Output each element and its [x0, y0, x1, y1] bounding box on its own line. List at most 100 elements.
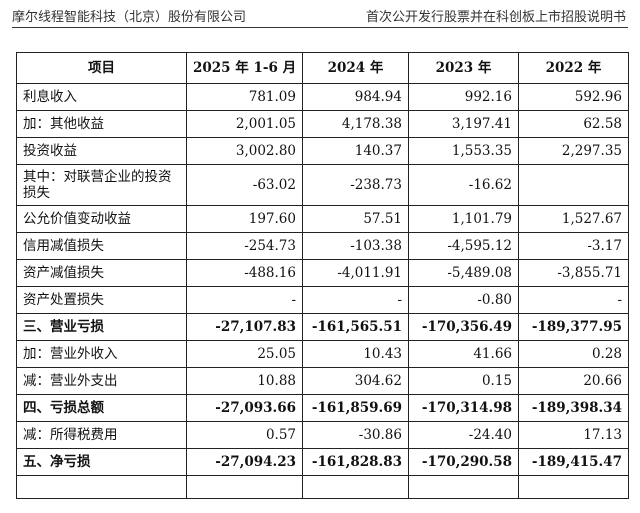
table-row: 公允价值变动收益 197.60 57.51 1,101.79 1,527.67 — [16, 205, 629, 233]
cell-value: -27,107.83 — [186, 313, 303, 341]
cell-value: 20.66 — [518, 367, 629, 395]
table-row-subtotal: 五、净亏损 -27,094.23 -161,828.83 -170,290.58… — [16, 448, 629, 476]
cell-value: -3,855.71 — [518, 259, 629, 287]
cell-value: -4,011.91 — [302, 259, 409, 287]
cell-value: -254.73 — [186, 232, 303, 260]
cell-value — [408, 475, 519, 499]
cell-value: 197.60 — [186, 205, 303, 233]
cell-value: -161,565.51 — [302, 313, 409, 341]
table-row: 利息收入 781.09 984.94 992.16 592.96 — [16, 83, 629, 111]
income-statement-table: 项目 2025 年 1-6 月 2024 年 2023 年 2022 年 利息收… — [16, 52, 629, 499]
column-header-2022: 2022 年 — [518, 52, 629, 84]
table-row: 投资收益 3,002.80 140.37 1,553.35 2,297.35 — [16, 137, 629, 165]
cell-value — [518, 164, 629, 206]
cell-value — [518, 475, 629, 499]
cell-value: -161,828.83 — [302, 448, 409, 476]
cell-value: 25.05 — [186, 340, 303, 368]
cell-value: 1,101.79 — [408, 205, 519, 233]
row-label: 加：营业外收入 — [16, 340, 187, 368]
cell-value — [302, 475, 409, 499]
cell-value: 140.37 — [302, 137, 409, 165]
cell-value: -170,290.58 — [408, 448, 519, 476]
cell-value: -27,094.23 — [186, 448, 303, 476]
row-label: 其中：对联营企业的投资损失 — [16, 164, 187, 206]
cell-value: -24.40 — [408, 421, 519, 449]
cell-value: -161,859.69 — [302, 394, 409, 422]
row-label: 信用减值损失 — [16, 232, 187, 260]
cell-value: 3,002.80 — [186, 137, 303, 165]
cell-value: 41.66 — [408, 340, 519, 368]
company-name: 摩尔线程智能科技（北京）股份有限公司 — [12, 10, 247, 25]
row-label: 加：其他收益 — [16, 110, 187, 138]
table-row: 资产减值损失 -488.16 -4,011.91 -5,489.08 -3,85… — [16, 259, 629, 287]
cell-value: -488.16 — [186, 259, 303, 287]
cell-value: -4,595.12 — [408, 232, 519, 260]
row-label: 三、营业亏损 — [16, 313, 187, 341]
cell-value: 984.94 — [302, 83, 409, 111]
row-label: 四、亏损总额 — [16, 394, 187, 422]
cell-value: -189,415.47 — [518, 448, 629, 476]
cell-value: 3,197.41 — [408, 110, 519, 138]
cell-value: -30.86 — [302, 421, 409, 449]
cell-value: 62.58 — [518, 110, 629, 138]
cell-value: - — [518, 286, 629, 314]
table-row: 资产处置损失 - - -0.80 - — [16, 286, 629, 314]
table-row: 减：营业外支出 10.88 304.62 0.15 20.66 — [16, 367, 629, 395]
table-row: 加：营业外收入 25.05 10.43 41.66 0.28 — [16, 340, 629, 368]
cell-value: 781.09 — [186, 83, 303, 111]
cell-value: 4,178.38 — [302, 110, 409, 138]
cell-value: -27,093.66 — [186, 394, 303, 422]
row-label: 减：所得税费用 — [16, 421, 187, 449]
cell-value: - — [302, 286, 409, 314]
table-row-cut-off — [16, 475, 629, 499]
cell-value: -170,356.49 — [408, 313, 519, 341]
row-label: 五、净亏损 — [16, 448, 187, 476]
cell-value: 57.51 — [302, 205, 409, 233]
cell-value: -103.38 — [302, 232, 409, 260]
table-row: 加：其他收益 2,001.05 4,178.38 3,197.41 62.58 — [16, 110, 629, 138]
cell-value: 304.62 — [302, 367, 409, 395]
cell-value: 0.28 — [518, 340, 629, 368]
cell-value: -238.73 — [302, 164, 409, 206]
cell-value: -3.17 — [518, 232, 629, 260]
cell-value: 0.57 — [186, 421, 303, 449]
row-label: 利息收入 — [16, 83, 187, 111]
cell-value: 0.15 — [408, 367, 519, 395]
column-header-2024: 2024 年 — [302, 52, 409, 84]
column-header-2023: 2023 年 — [408, 52, 519, 84]
row-label-cut-off — [16, 475, 187, 499]
cell-value: -5,489.08 — [408, 259, 519, 287]
table-row: 其中：对联营企业的投资损失 -63.02 -238.73 -16.62 — [16, 164, 629, 206]
table-row: 信用减值损失 -254.73 -103.38 -4,595.12 -3.17 — [16, 232, 629, 260]
cell-value: 992.16 — [408, 83, 519, 111]
cell-value: - — [186, 286, 303, 314]
table-row-subtotal: 三、营业亏损 -27,107.83 -161,565.51 -170,356.4… — [16, 313, 629, 341]
cell-value — [186, 475, 303, 499]
cell-value: 2,297.35 — [518, 137, 629, 165]
cell-value: 17.13 — [518, 421, 629, 449]
header-divider — [12, 27, 628, 28]
table-row: 减：所得税费用 0.57 -30.86 -24.40 17.13 — [16, 421, 629, 449]
document-title: 首次公开发行股票并在科创板上市招股说明书 — [365, 10, 626, 25]
row-label: 投资收益 — [16, 137, 187, 165]
cell-value: 1,527.67 — [518, 205, 629, 233]
cell-value: 10.88 — [186, 367, 303, 395]
row-label: 资产减值损失 — [16, 259, 187, 287]
cell-value: -63.02 — [186, 164, 303, 206]
cell-value: 10.43 — [302, 340, 409, 368]
page-header: 摩尔线程智能科技（北京）股份有限公司 首次公开发行股票并在科创板上市招股说明书 — [0, 0, 640, 30]
cell-value: -16.62 — [408, 164, 519, 206]
row-label: 资产处置损失 — [16, 286, 187, 314]
cell-value: 592.96 — [518, 83, 629, 111]
cell-value: 1,553.35 — [408, 137, 519, 165]
table-header-row: 项目 2025 年 1-6 月 2024 年 2023 年 2022 年 — [16, 52, 629, 84]
cell-value: 2,001.05 — [186, 110, 303, 138]
cell-value: -189,398.34 — [518, 394, 629, 422]
cell-value: -189,377.95 — [518, 313, 629, 341]
cell-value: -170,314.98 — [408, 394, 519, 422]
table-row-subtotal: 四、亏损总额 -27,093.66 -161,859.69 -170,314.9… — [16, 394, 629, 422]
row-label: 公允价值变动收益 — [16, 205, 187, 233]
column-header-item: 项目 — [16, 52, 187, 84]
cell-value: -0.80 — [408, 286, 519, 314]
row-label: 减：营业外支出 — [16, 367, 187, 395]
